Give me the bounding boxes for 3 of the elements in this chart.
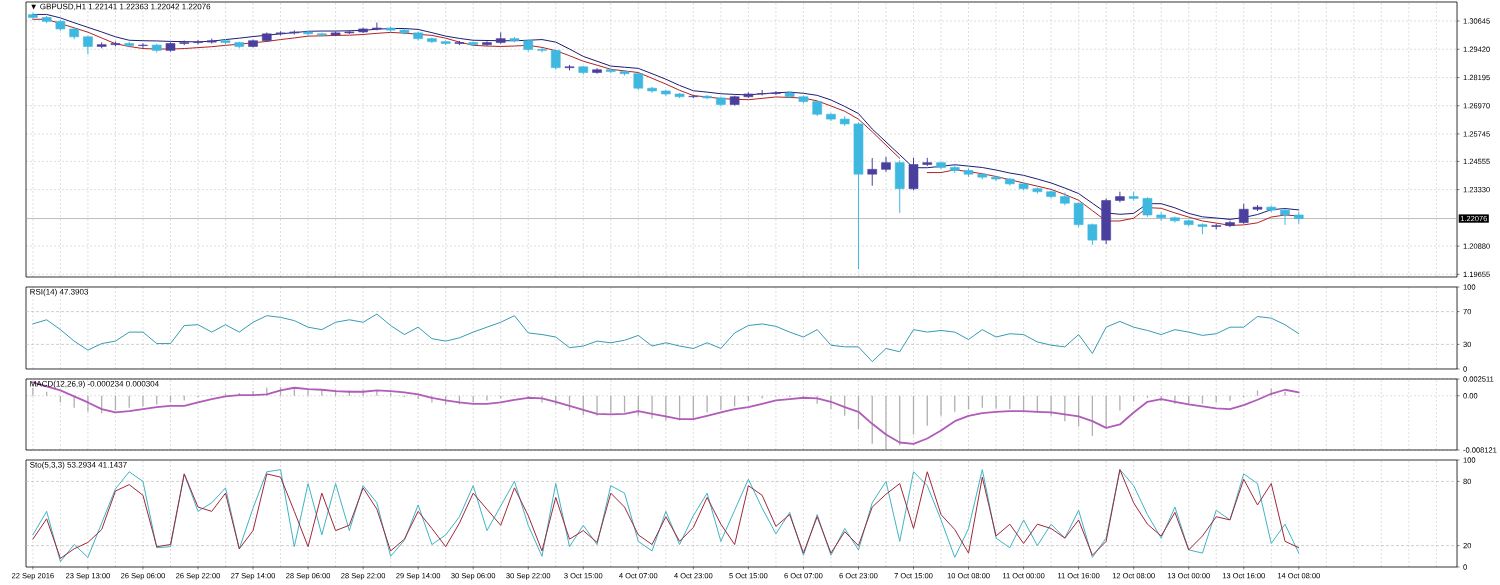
chart-title: RSI(14) 47.3903 [30, 288, 89, 297]
chart-title: Sto(5,3,3) 53.2934 41.1437 [30, 461, 127, 470]
chart-title: ▼ GBPUSD,H1 1.22141 1.22363 1.22042 1.22076 [31, 3, 211, 11]
